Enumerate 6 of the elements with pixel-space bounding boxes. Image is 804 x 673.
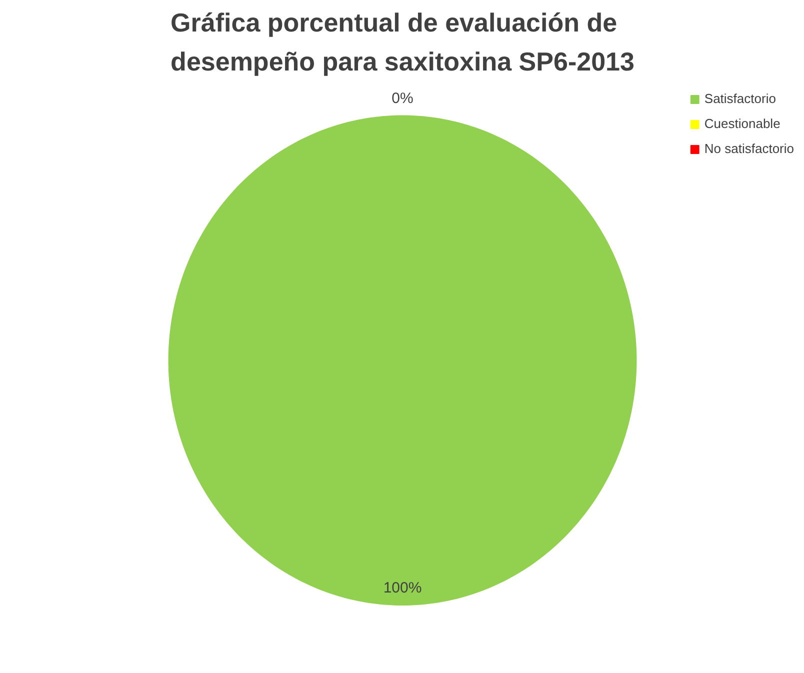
legend-label: Cuestionable <box>704 116 780 131</box>
chart-title: Gráfica porcentual de evaluación de desempeño para saxitoxina SP6-2013 <box>170 8 634 76</box>
legend-label: No satisfactorio <box>704 141 794 156</box>
legend-label: Satisfactorio <box>704 91 776 106</box>
text: 0% <box>392 90 414 108</box>
data-label: 100% <box>383 579 422 596</box>
